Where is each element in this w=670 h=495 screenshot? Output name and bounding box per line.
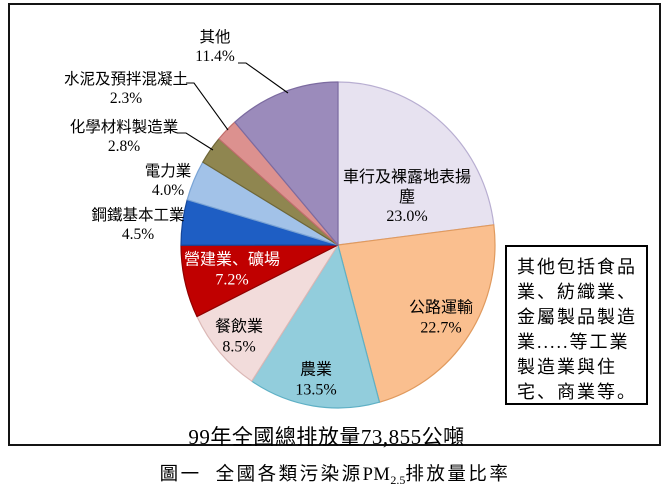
figure-caption: 圖一 全國各類污染源PM2.5排放量比率 bbox=[0, 460, 670, 488]
label-cement-name: 水泥及預拌混凝土 bbox=[63, 71, 189, 88]
leader-line-1 bbox=[186, 82, 229, 131]
label-power: 電力業 4.0% bbox=[145, 162, 192, 200]
others-note-box: 其他包括食品業、紡織業、金屬製品製造業.....等工業製造業與住宅、商業等。 bbox=[505, 245, 648, 405]
caption-pm-subscript: 2.5 bbox=[390, 473, 406, 487]
label-highway: 公路運輸 22.7% bbox=[409, 299, 473, 338]
caption-pm: PM bbox=[362, 465, 391, 485]
label-chemical: 化學材料製造業 2.8% bbox=[70, 118, 179, 156]
pie-slice-3 bbox=[196, 244, 339, 382]
label-chemical-name: 化學材料製造業 bbox=[69, 119, 179, 136]
total-emissions-title: 99年全國總排放量73,855公噸 bbox=[188, 425, 465, 449]
label-cement: 水泥及預拌混凝土 2.3% bbox=[64, 70, 188, 108]
leader-line-2 bbox=[177, 132, 214, 151]
label-vehicle-dust-pct: 23.0% bbox=[386, 207, 428, 225]
pie-slice-2 bbox=[251, 244, 381, 409]
pie-slice-1 bbox=[337, 224, 496, 403]
label-others-name: 其他 bbox=[199, 29, 231, 46]
label-highway-pct: 22.7% bbox=[420, 319, 462, 336]
label-agriculture: 農業 13.5% bbox=[295, 361, 336, 400]
label-vehicle-dust-name: 車行及裸露地表揚塵 bbox=[342, 168, 471, 206]
label-highway-name: 公路運輸 bbox=[408, 299, 474, 317]
caption-figure-number: 圖一 bbox=[159, 465, 202, 485]
label-restaurants-name: 餐飲業 bbox=[214, 318, 264, 336]
label-power-name: 電力業 bbox=[144, 163, 192, 180]
label-steel-name: 鋼鐵基本工業 bbox=[91, 207, 185, 224]
label-others-pct: 11.4% bbox=[195, 48, 235, 65]
pie-slice-9 bbox=[234, 81, 339, 246]
label-cement-pct: 2.3% bbox=[109, 90, 143, 107]
label-agriculture-name: 農業 bbox=[299, 361, 333, 379]
label-construction-pct: 7.2% bbox=[215, 271, 249, 288]
label-construction: 營建業、礦場 7.2% bbox=[184, 251, 280, 290]
label-power-pct: 4.0% bbox=[151, 182, 185, 199]
label-steel-pct: 4.5% bbox=[121, 226, 155, 243]
caption-text: 全國各類污染源 bbox=[215, 465, 363, 485]
label-steel: 鋼鐵基本工業 4.5% bbox=[91, 206, 184, 244]
label-chemical-pct: 2.8% bbox=[107, 138, 141, 155]
label-vehicle-dust: 車行及裸露地表揚塵 23.0% bbox=[340, 168, 474, 227]
label-construction-name: 營建業、礦場 bbox=[183, 251, 281, 269]
pie-slice-0 bbox=[337, 81, 495, 246]
label-restaurants: 餐飲業 8.5% bbox=[215, 318, 263, 357]
leader-line-0 bbox=[238, 62, 289, 94]
label-restaurants-pct: 8.5% bbox=[222, 338, 256, 355]
label-others: 其他 11.4% bbox=[195, 28, 234, 66]
caption-rest: 排放量比率 bbox=[405, 465, 511, 485]
label-agriculture-pct: 13.5% bbox=[295, 381, 337, 398]
others-note-text: 其他包括食品業、紡織業、金屬製品製造業.....等工業製造業與住宅、商業等。 bbox=[517, 257, 637, 402]
